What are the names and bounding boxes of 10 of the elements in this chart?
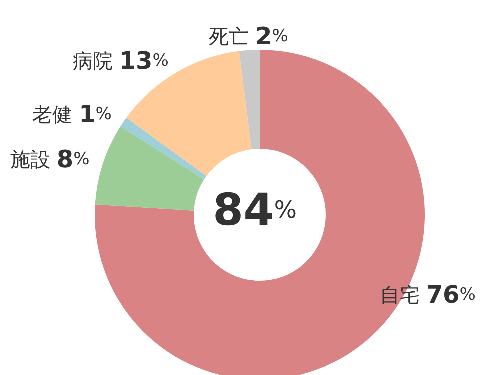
slice-label: 老健: [32, 102, 80, 126]
data-label: 1%: [79, 100, 112, 128]
data-label: 76%: [426, 281, 476, 309]
slice-label: 病院: [72, 48, 120, 73]
text: 84%: [212, 184, 298, 236]
data-label: 8%: [56, 146, 90, 174]
data-label: 13%: [119, 46, 169, 75]
data-label: 2%: [256, 22, 288, 50]
slice-label: 施設: [10, 148, 57, 172]
slice-label: 死亡: [209, 24, 256, 48]
